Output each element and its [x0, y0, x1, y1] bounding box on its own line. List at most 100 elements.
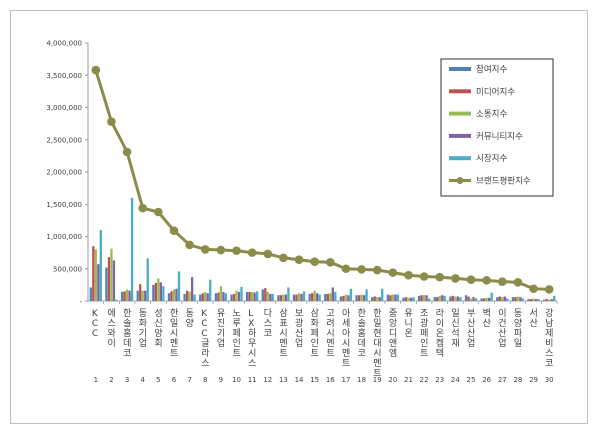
bar — [501, 297, 504, 301]
bar — [295, 294, 298, 301]
bar — [240, 286, 243, 301]
category-index: 12 — [263, 376, 272, 384]
bar — [167, 293, 171, 301]
y-tick-label: 3,000,000 — [46, 104, 82, 112]
y-axis-ticks: 4,000,000 3,500,000 3,000,000 2,500,000 2,00… — [46, 40, 88, 306]
bar — [545, 299, 548, 301]
bar — [222, 291, 225, 301]
bar — [235, 290, 238, 301]
bar — [313, 290, 316, 301]
bar — [152, 284, 155, 301]
category-index: 4 — [140, 376, 145, 384]
y-tick-label: 500,000 — [53, 265, 82, 273]
bar — [386, 294, 389, 301]
bar — [362, 295, 366, 301]
line-point — [294, 255, 304, 265]
bar — [436, 297, 439, 301]
bar — [485, 297, 488, 301]
bar — [496, 297, 499, 301]
bar — [506, 298, 509, 301]
bar — [269, 293, 272, 301]
line-point — [388, 268, 398, 277]
bar — [514, 297, 517, 301]
category-index: 8 — [203, 376, 207, 384]
bar — [454, 296, 457, 301]
bar — [543, 299, 546, 301]
bar — [162, 286, 165, 301]
y-tick-label: 4,000,000 — [46, 40, 82, 48]
bar — [159, 282, 162, 301]
legend-label: 커뮤니티지수 — [476, 131, 523, 142]
bar — [347, 295, 350, 301]
bar — [110, 248, 113, 301]
bar — [128, 290, 131, 301]
bar — [144, 290, 147, 301]
y-tick-label: 2,000,000 — [46, 169, 82, 177]
bar — [412, 297, 415, 301]
category-index: 7 — [187, 376, 191, 384]
bar — [125, 289, 129, 301]
line-point — [435, 272, 445, 282]
bar — [302, 291, 306, 301]
bar — [89, 287, 92, 301]
bar — [339, 296, 343, 301]
bar — [92, 246, 95, 301]
bar — [344, 294, 348, 301]
bar — [311, 293, 314, 301]
line-point — [529, 284, 538, 294]
bar — [94, 249, 97, 301]
line-point — [138, 203, 148, 213]
line-point — [451, 274, 460, 283]
line-point — [107, 117, 116, 126]
bar — [284, 294, 288, 301]
category-index: 10 — [232, 376, 241, 384]
bar — [378, 297, 381, 301]
bar — [112, 260, 116, 301]
category-index: 30 — [545, 376, 554, 384]
bar — [365, 289, 368, 301]
bar — [248, 291, 251, 301]
bar — [371, 297, 374, 301]
bar — [511, 297, 515, 301]
category-index: 22 — [420, 376, 429, 384]
bar — [172, 289, 176, 301]
bars — [89, 197, 556, 301]
bar — [438, 295, 441, 301]
bar — [427, 298, 431, 301]
line-point — [497, 277, 507, 286]
bar — [459, 297, 462, 301]
category-index: 14 — [295, 376, 304, 384]
bar — [527, 299, 530, 301]
bar — [199, 294, 202, 301]
bar — [381, 288, 384, 301]
bar — [417, 295, 421, 301]
bar — [537, 299, 540, 301]
bar — [209, 279, 212, 301]
line-point — [122, 147, 132, 157]
category-index: 13 — [279, 376, 288, 384]
bar — [292, 294, 296, 301]
category-index: 6 — [172, 376, 177, 384]
y-tick-label: 1,000,000 — [46, 233, 82, 241]
bar — [237, 291, 241, 301]
category-index: 21 — [404, 376, 413, 384]
bar — [324, 293, 327, 301]
bar — [185, 290, 189, 301]
bar — [483, 298, 486, 301]
bar — [516, 296, 520, 301]
line-point — [341, 264, 351, 274]
legend-swatch — [449, 67, 471, 71]
bar — [422, 295, 426, 301]
category-index: 18 — [357, 376, 366, 384]
bar — [190, 277, 194, 301]
bar — [251, 291, 254, 301]
